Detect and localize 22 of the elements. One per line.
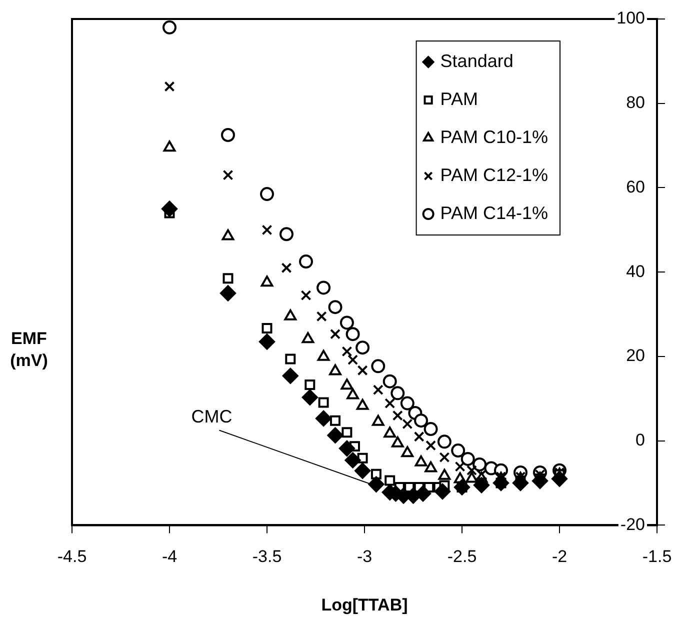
x-tick-label: -1.5 bbox=[642, 547, 672, 566]
y-axis-title: EMF (mV) bbox=[9, 328, 49, 372]
y-tick-label: -20 bbox=[620, 514, 645, 534]
x-tick-label: -2.5 bbox=[447, 547, 477, 566]
legend-label: PAM bbox=[440, 88, 478, 109]
y-tick-label: 100 bbox=[616, 8, 645, 28]
legend-label: PAM C10-1% bbox=[440, 126, 548, 147]
y-tick-label: 0 bbox=[636, 430, 645, 450]
x-tick-label: -3 bbox=[356, 547, 372, 566]
x-axis-title: Log[TTAB] bbox=[321, 595, 408, 614]
y-tick-label: 60 bbox=[626, 177, 645, 196]
legend-label: Standard bbox=[440, 50, 514, 71]
x-tick-label: -3.5 bbox=[252, 547, 282, 566]
x-tick-label: -2 bbox=[552, 547, 568, 566]
y-tick-label: 80 bbox=[626, 93, 645, 112]
x-tick-label: -4 bbox=[162, 547, 178, 566]
legend-label: PAM C14-1% bbox=[440, 202, 548, 223]
y-tick-label: 20 bbox=[626, 346, 645, 366]
legend-label: PAM C12-1% bbox=[440, 164, 548, 185]
x-tick-label: -4.5 bbox=[57, 547, 87, 566]
y-tick-label: 40 bbox=[626, 262, 645, 281]
annotation: CMC bbox=[191, 406, 232, 426]
